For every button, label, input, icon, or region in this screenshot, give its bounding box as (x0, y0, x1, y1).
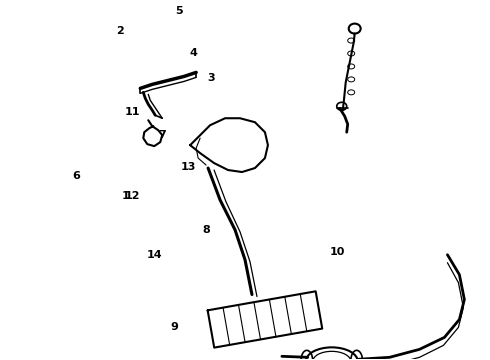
Text: 5: 5 (175, 6, 183, 16)
Text: 8: 8 (202, 225, 210, 235)
Text: 10: 10 (330, 247, 345, 257)
Text: 11: 11 (125, 107, 140, 117)
Text: 3: 3 (207, 73, 215, 83)
Text: 1: 1 (122, 191, 129, 201)
Text: 7: 7 (158, 130, 166, 140)
Text: 6: 6 (73, 171, 80, 181)
Text: 12: 12 (125, 191, 140, 201)
Text: 4: 4 (190, 48, 197, 58)
Text: 9: 9 (170, 322, 178, 332)
Text: 14: 14 (147, 250, 162, 260)
Text: 2: 2 (117, 26, 124, 36)
Text: 13: 13 (181, 162, 196, 172)
